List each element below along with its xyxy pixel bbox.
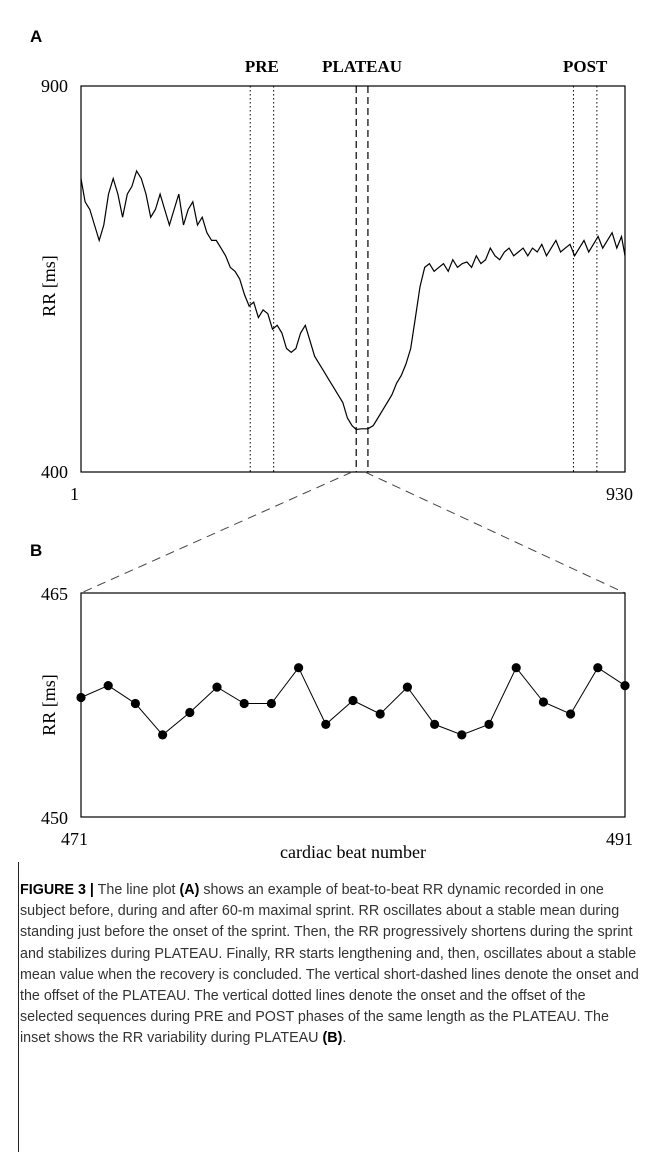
zoom-connector-right <box>364 471 626 594</box>
panel-a-y-axis-label: RR [ms] <box>39 255 59 317</box>
caption-text-part: (A) <box>179 882 200 898</box>
panel-b-point <box>103 681 113 691</box>
panel-b-point <box>294 663 304 673</box>
panel-b-point <box>130 698 140 709</box>
panel-b-point <box>402 682 412 692</box>
panel-b-point <box>620 681 630 691</box>
figure-3: A PRE PLATEAU POST 900 400 1 930 RR [ms]… <box>30 27 633 862</box>
panel-b-point <box>430 719 440 730</box>
panel-b-point <box>348 695 358 706</box>
panel-b-point <box>511 663 521 673</box>
panel-b-point <box>212 682 222 692</box>
caption-rule <box>18 862 19 1152</box>
caption-text-part: The line plot <box>93 882 180 898</box>
panel-a-xtick-right: 930 <box>606 484 633 504</box>
panel-b-point <box>266 698 276 709</box>
panel-b-point <box>538 697 549 707</box>
phase-label-post: POST <box>563 57 608 76</box>
panel-b-point <box>321 719 331 730</box>
panel-b-point <box>566 709 576 719</box>
panel-b-letter: B <box>30 541 42 560</box>
caption-text-part: . <box>342 1030 347 1047</box>
panel-b-point <box>76 692 86 703</box>
zoom-connector-left <box>80 471 353 594</box>
panel-b-x-axis-label: cardiac beat number <box>280 842 426 862</box>
panel-b-y-axis-label: RR [ms] <box>39 674 59 736</box>
panel-a-xtick-left: 1 <box>70 484 79 504</box>
panel-a-letter: A <box>30 27 42 46</box>
caption-text-part: shows an example of beat-to-beat RR dyna… <box>20 882 639 1047</box>
panel-b-ytick-bottom: 450 <box>41 808 68 828</box>
panel-a-plot-frame <box>80 85 626 473</box>
panel-b-point <box>484 719 494 730</box>
caption-label: FIGURE 3 | <box>20 882 94 898</box>
caption-text-part: (B) <box>322 1030 343 1047</box>
panel-a-ytick-bottom: 400 <box>41 462 68 482</box>
panel-a-ytick-top: 900 <box>41 76 68 96</box>
figure-caption: FIGURE 3 | The line plot (A) shows an ex… <box>20 880 642 1050</box>
panel-a-phase-lines <box>249 86 598 472</box>
phase-label-pre: PRE <box>245 57 279 76</box>
panel-b-point <box>457 730 467 740</box>
panel-b-point <box>185 707 195 718</box>
panel-b-xtick-right: 491 <box>606 829 633 849</box>
panel-b-ytick-top: 465 <box>41 584 68 604</box>
panel-b-point <box>239 698 249 709</box>
panel-b-point <box>593 663 603 673</box>
panel-b-points <box>76 663 630 740</box>
panel-b-point <box>158 730 168 740</box>
panel-b-plot-frame <box>80 592 626 818</box>
panel-b-xtick-left: 471 <box>61 829 88 849</box>
panel-a-rr-series-line <box>80 169 626 431</box>
phase-label-plateau: PLATEAU <box>322 57 402 76</box>
panel-b-point <box>375 709 385 719</box>
